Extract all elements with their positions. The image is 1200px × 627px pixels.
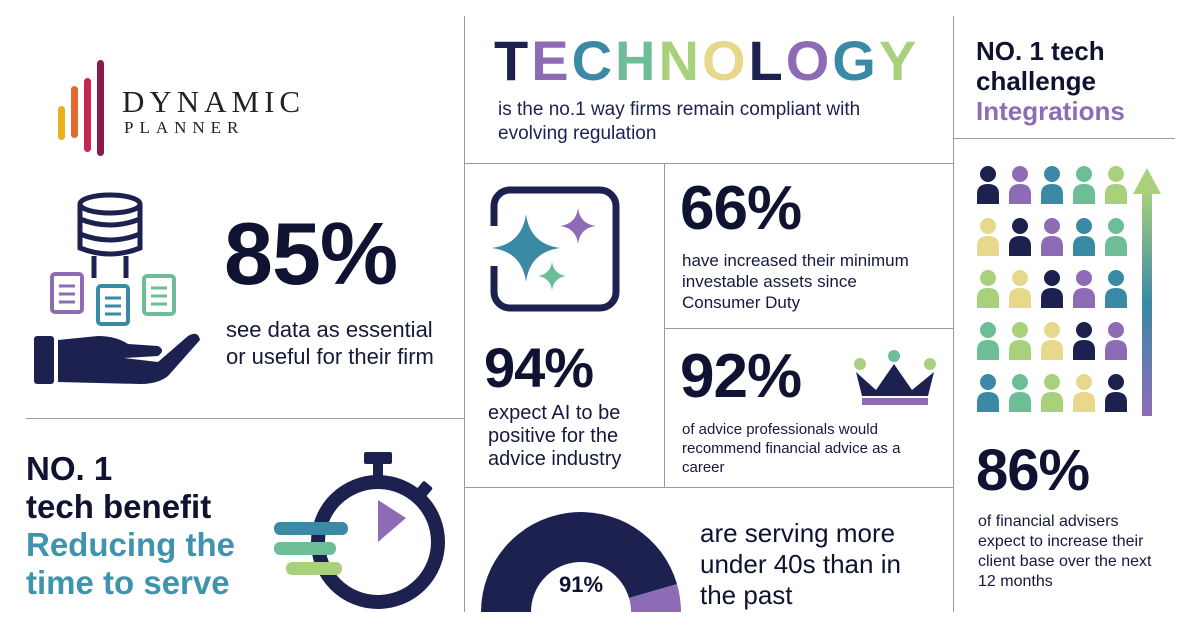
logo-bar (71, 86, 78, 138)
person-icon (1009, 166, 1031, 204)
stat-94-value: 94% (484, 336, 594, 399)
challenge-highlight: Integrations (976, 96, 1125, 126)
stat-66-text: have increased their minimum investable … (682, 251, 909, 312)
person-icon (1073, 322, 1095, 360)
crown-icon (848, 350, 940, 410)
technology-subtitle: is the no.1 way firms remain compliant w… (498, 99, 861, 144)
person-icon (1009, 374, 1031, 412)
person-icon (1041, 218, 1063, 256)
technology-letter: C (571, 29, 616, 92)
growth-arrow (1142, 190, 1152, 416)
donut-label: 91% (559, 572, 603, 597)
logo-line2: PLANNER (124, 118, 245, 137)
person-icon (1105, 218, 1127, 256)
stat-92-value: 92% (680, 342, 802, 411)
person-icon (1009, 322, 1031, 360)
logo-bar (84, 78, 91, 152)
donut-slice (481, 511, 678, 612)
under40-text: are serving more under 40s than in the p… (700, 518, 901, 610)
person-icon (1105, 322, 1127, 360)
person-icon (1073, 166, 1095, 204)
technology-letter: T (494, 29, 532, 92)
logo: DYNAMIC PLANNER (56, 60, 336, 160)
person-icon (1105, 270, 1127, 308)
benefit-highlight1: Reducing the (26, 526, 236, 563)
technology-letter: O (785, 29, 833, 92)
ai-sparkle-icon (482, 186, 622, 316)
person-icon (1073, 374, 1095, 412)
growth-arrow-head (1133, 168, 1161, 194)
person-icon (977, 322, 999, 360)
technology-letter: H (615, 29, 659, 92)
stat-85-value: 85% (224, 204, 398, 303)
data-hand-icon (28, 186, 208, 396)
technology-letter: Y (878, 29, 920, 92)
stat-66-value: 66% (680, 174, 802, 243)
challenge-block: NO. 1 tech challenge Integrations (976, 36, 1176, 126)
technology-letter: G (832, 29, 879, 92)
person-icon (1105, 374, 1127, 412)
person-icon (1041, 322, 1063, 360)
stat-86-value: 86% (976, 438, 1090, 503)
person-icon (1009, 270, 1031, 308)
person-icon (1009, 218, 1031, 256)
technology-letter: L (748, 29, 786, 92)
technology-letter: O (701, 29, 749, 92)
technology-title: TECHNOLOGY (494, 28, 919, 94)
stat-85-text: see data as essential or useful for thei… (226, 317, 434, 369)
donut-slice (629, 584, 681, 612)
person-icon (1041, 166, 1063, 204)
person-icon (1073, 270, 1095, 308)
logo-bar (97, 60, 104, 156)
logo-bar (58, 106, 65, 140)
benefit-highlight2: time to serve (26, 564, 230, 601)
challenge-line2: challenge (976, 66, 1096, 96)
logo-line1: DYNAMIC (122, 84, 306, 119)
stopwatch-icon (270, 448, 450, 614)
person-icon (977, 270, 999, 308)
under40-chart: 91% (476, 496, 686, 614)
stat-92-text: of advice professionals would recommend … (682, 421, 901, 476)
person-icon (1041, 374, 1063, 412)
stat-86-text: of financial advisers expect to increase… (978, 513, 1152, 590)
person-icon (1041, 270, 1063, 308)
person-icon (977, 218, 999, 256)
stat-94-text: expect AI to be positive for the advice … (488, 402, 622, 470)
technology-letter: E (531, 29, 572, 92)
technology-letter: N (658, 29, 702, 92)
challenge-line1: NO. 1 tech (976, 36, 1105, 66)
benefit-line2: tech benefit (26, 488, 212, 525)
person-icon (977, 374, 999, 412)
person-icon (1105, 166, 1127, 204)
person-icon (1073, 218, 1095, 256)
benefit-line1: NO. 1 (26, 450, 113, 487)
benefit-block: NO. 1 tech benefit Reducing the time to … (26, 450, 286, 602)
person-icon (977, 166, 999, 204)
half-donut-svg: 91% (481, 511, 681, 612)
people-grid (970, 160, 1170, 422)
logo-bars (58, 60, 104, 156)
